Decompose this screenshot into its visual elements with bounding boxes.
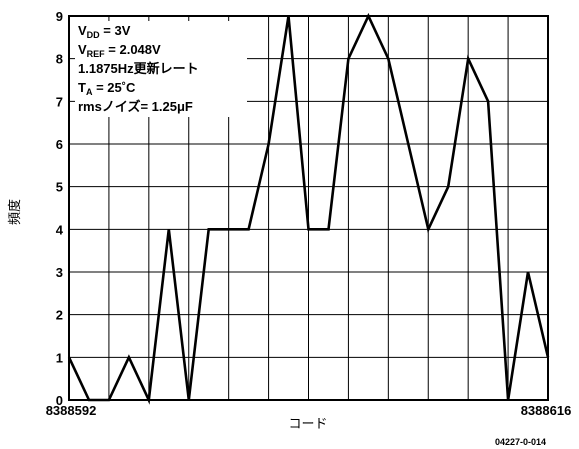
plot-frame bbox=[68, 15, 549, 401]
y-axis-title: 頻度 bbox=[7, 199, 22, 225]
annotation-ta: TA = 25˚C bbox=[78, 80, 136, 97]
x-tick-left: 8388592 bbox=[46, 403, 97, 418]
annotation-block: VDD = 3V VREF = 2.048V 1.1875Hz更新レート TA … bbox=[75, 21, 247, 117]
annotation-vdd: VDD = 3V bbox=[78, 23, 131, 40]
y-tick-label: 0 bbox=[56, 393, 63, 408]
grid-lines bbox=[69, 16, 548, 400]
annotation-noise: rmsノイズ= 1.25μF bbox=[78, 99, 193, 114]
y-tick-labels: 0 1 2 3 4 5 6 7 8 9 bbox=[56, 9, 64, 408]
y-tick-label: 9 bbox=[56, 9, 63, 24]
annotation-rate: 1.1875Hz更新レート bbox=[78, 61, 199, 76]
y-tick-label: 5 bbox=[56, 180, 63, 195]
y-tick-label: 2 bbox=[56, 308, 63, 323]
y-tick-label: 8 bbox=[56, 52, 63, 67]
x-axis-title: コード bbox=[288, 416, 327, 431]
y-tick-label: 1 bbox=[56, 350, 63, 365]
figure-id: 04227-0-014 bbox=[495, 437, 546, 447]
y-tick-label: 6 bbox=[56, 137, 63, 152]
frequency-line bbox=[67, 12, 550, 405]
y-tick-label: 4 bbox=[56, 222, 64, 237]
y-tick-label: 7 bbox=[56, 94, 63, 109]
annotation-vref: VREF = 2.048V bbox=[78, 42, 161, 59]
x-tick-right: 8388616 bbox=[521, 403, 572, 418]
y-tick-label: 3 bbox=[56, 265, 63, 280]
